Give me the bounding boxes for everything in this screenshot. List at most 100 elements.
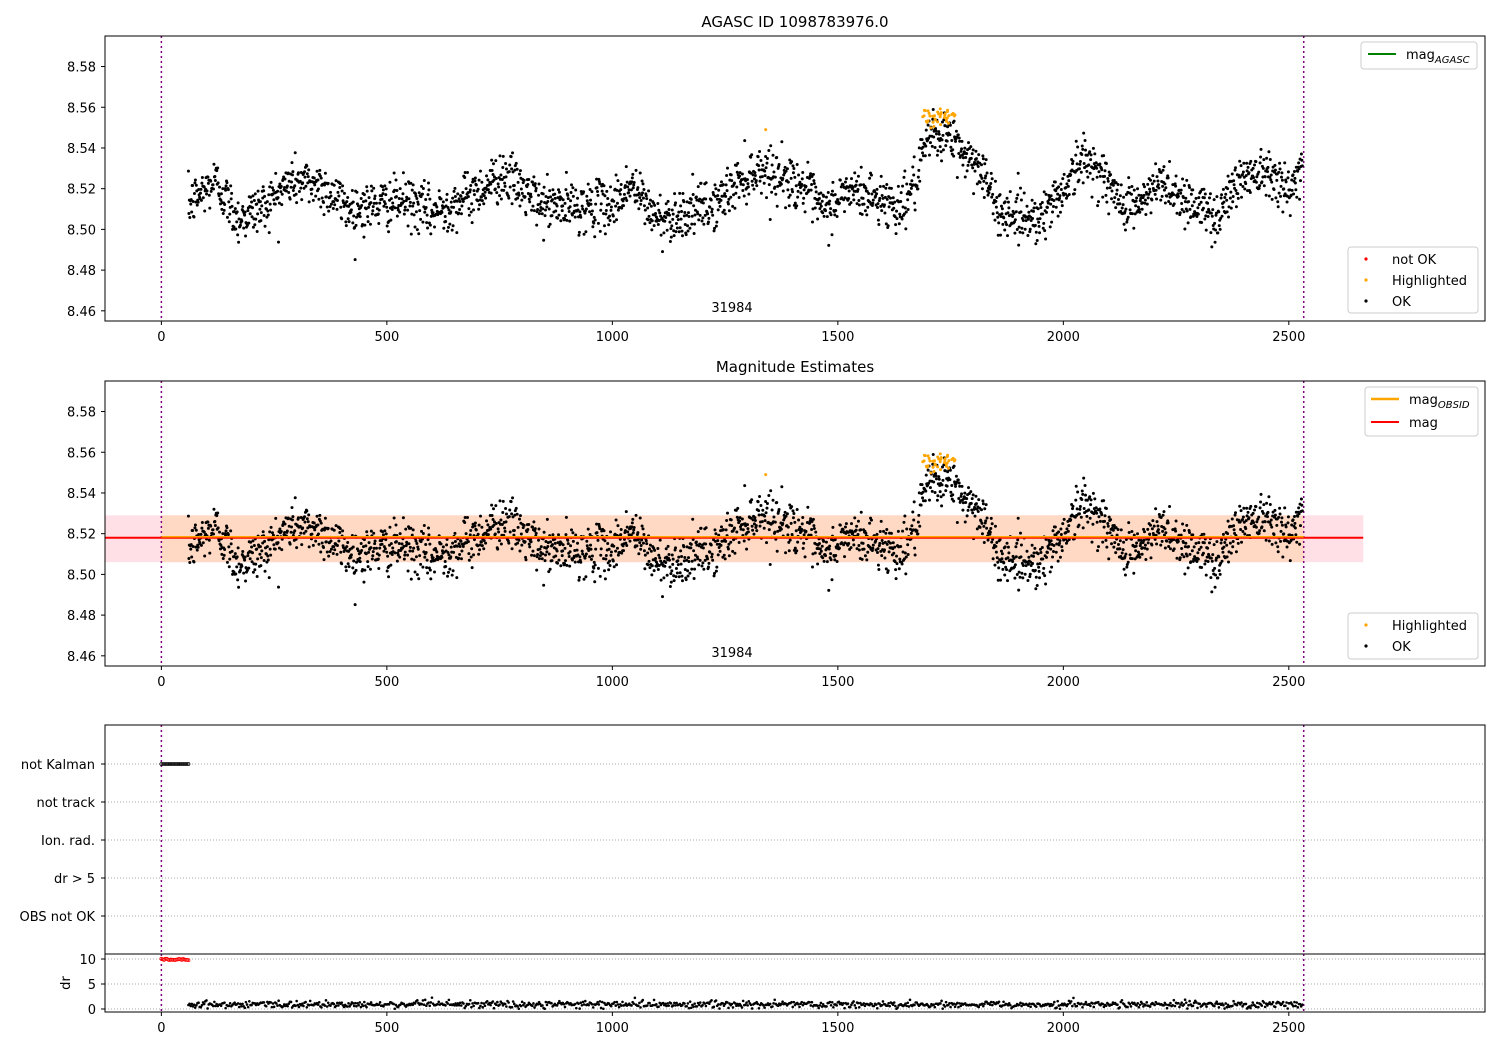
ok-point (229, 542, 233, 546)
ok-point (801, 546, 805, 550)
ok-point (557, 188, 561, 192)
ok-point (1185, 209, 1189, 213)
ok-point (1225, 210, 1229, 214)
ok-point (721, 183, 725, 187)
ok-point (870, 192, 874, 196)
ok-point (596, 190, 600, 194)
ok-point (612, 220, 616, 224)
ok-point (200, 181, 204, 185)
ok-point (1074, 153, 1078, 157)
ok-point (844, 177, 848, 181)
ok-point (863, 209, 867, 213)
ok-point (470, 566, 474, 570)
ok-point (1268, 503, 1272, 507)
ok-point (192, 215, 196, 219)
ok-point (300, 198, 304, 202)
ok-point (1049, 547, 1053, 551)
ok-point (1288, 188, 1292, 192)
ok-point (752, 187, 756, 191)
ok-point (1233, 186, 1237, 190)
ok-point (1108, 186, 1112, 190)
ok-point (322, 558, 326, 562)
ok-point (1233, 513, 1237, 517)
ok-point (637, 191, 641, 195)
ok-point (912, 173, 916, 177)
ok-point (219, 543, 223, 547)
ok-point (193, 526, 197, 530)
ok-point (383, 184, 387, 188)
ok-point (311, 198, 315, 202)
ok-point (328, 205, 332, 209)
ok-point (852, 198, 856, 202)
ok-point (906, 543, 910, 547)
ok-point (484, 541, 488, 545)
ok-point (530, 553, 534, 557)
ok-point (446, 225, 450, 229)
ok-point (279, 184, 283, 188)
ok-point (843, 180, 847, 184)
ok-point (225, 560, 229, 564)
ok-point (989, 527, 993, 531)
ok-point (1017, 225, 1021, 229)
ok-point (554, 554, 558, 558)
ok-point (319, 205, 323, 209)
ok-point (340, 217, 344, 221)
ok-point (1187, 545, 1191, 549)
ok-point (1263, 520, 1267, 524)
ok-point (1141, 541, 1145, 545)
ok-point (680, 234, 684, 238)
ok-point (765, 161, 769, 165)
ok-point (1098, 162, 1102, 166)
ok-point (913, 546, 917, 550)
ok-point (435, 550, 439, 554)
ok-point (654, 557, 658, 561)
ok-point (834, 553, 838, 557)
ok-point (595, 186, 599, 190)
ok-point (788, 193, 792, 197)
ok-point (235, 210, 239, 214)
ok-point (302, 531, 306, 535)
ok-point (1148, 190, 1152, 194)
ok-point (1135, 541, 1139, 545)
ok-point (496, 547, 500, 551)
ok-point (650, 228, 654, 232)
ok-point (1032, 551, 1036, 555)
ok-point (217, 539, 221, 543)
ok-point (1300, 164, 1304, 168)
ok-point (478, 548, 482, 552)
ok-point (674, 230, 678, 234)
ok-point (1217, 210, 1221, 214)
ok-point (1125, 565, 1129, 569)
ok-point (1023, 227, 1027, 231)
ok-point (356, 549, 360, 553)
ok-point (255, 547, 259, 551)
ok-point (828, 544, 832, 548)
ok-point (524, 213, 528, 217)
ok-point (421, 532, 425, 536)
ok-point (234, 227, 238, 231)
ok-point (1036, 207, 1040, 211)
ok-point (632, 525, 636, 529)
ok-point (753, 171, 757, 175)
ok-point (403, 205, 407, 209)
ok-point (756, 155, 760, 159)
ok-point (652, 569, 656, 573)
ok-point (1078, 159, 1082, 163)
ok-point (471, 180, 475, 184)
ok-point (928, 486, 932, 490)
ok-point (837, 201, 841, 205)
ok-point (1288, 533, 1292, 537)
ok-point (553, 196, 557, 200)
ok-point (738, 174, 742, 178)
ok-point (383, 202, 387, 206)
ok-point (549, 540, 553, 544)
ok-point (363, 568, 367, 572)
ok-point (516, 541, 520, 545)
ok-point (708, 550, 712, 554)
ok-point (791, 190, 795, 194)
ok-point (822, 194, 826, 198)
ok-point (746, 185, 750, 189)
ok-point (589, 543, 593, 547)
ok-point (449, 200, 453, 204)
ok-point (1167, 200, 1171, 204)
